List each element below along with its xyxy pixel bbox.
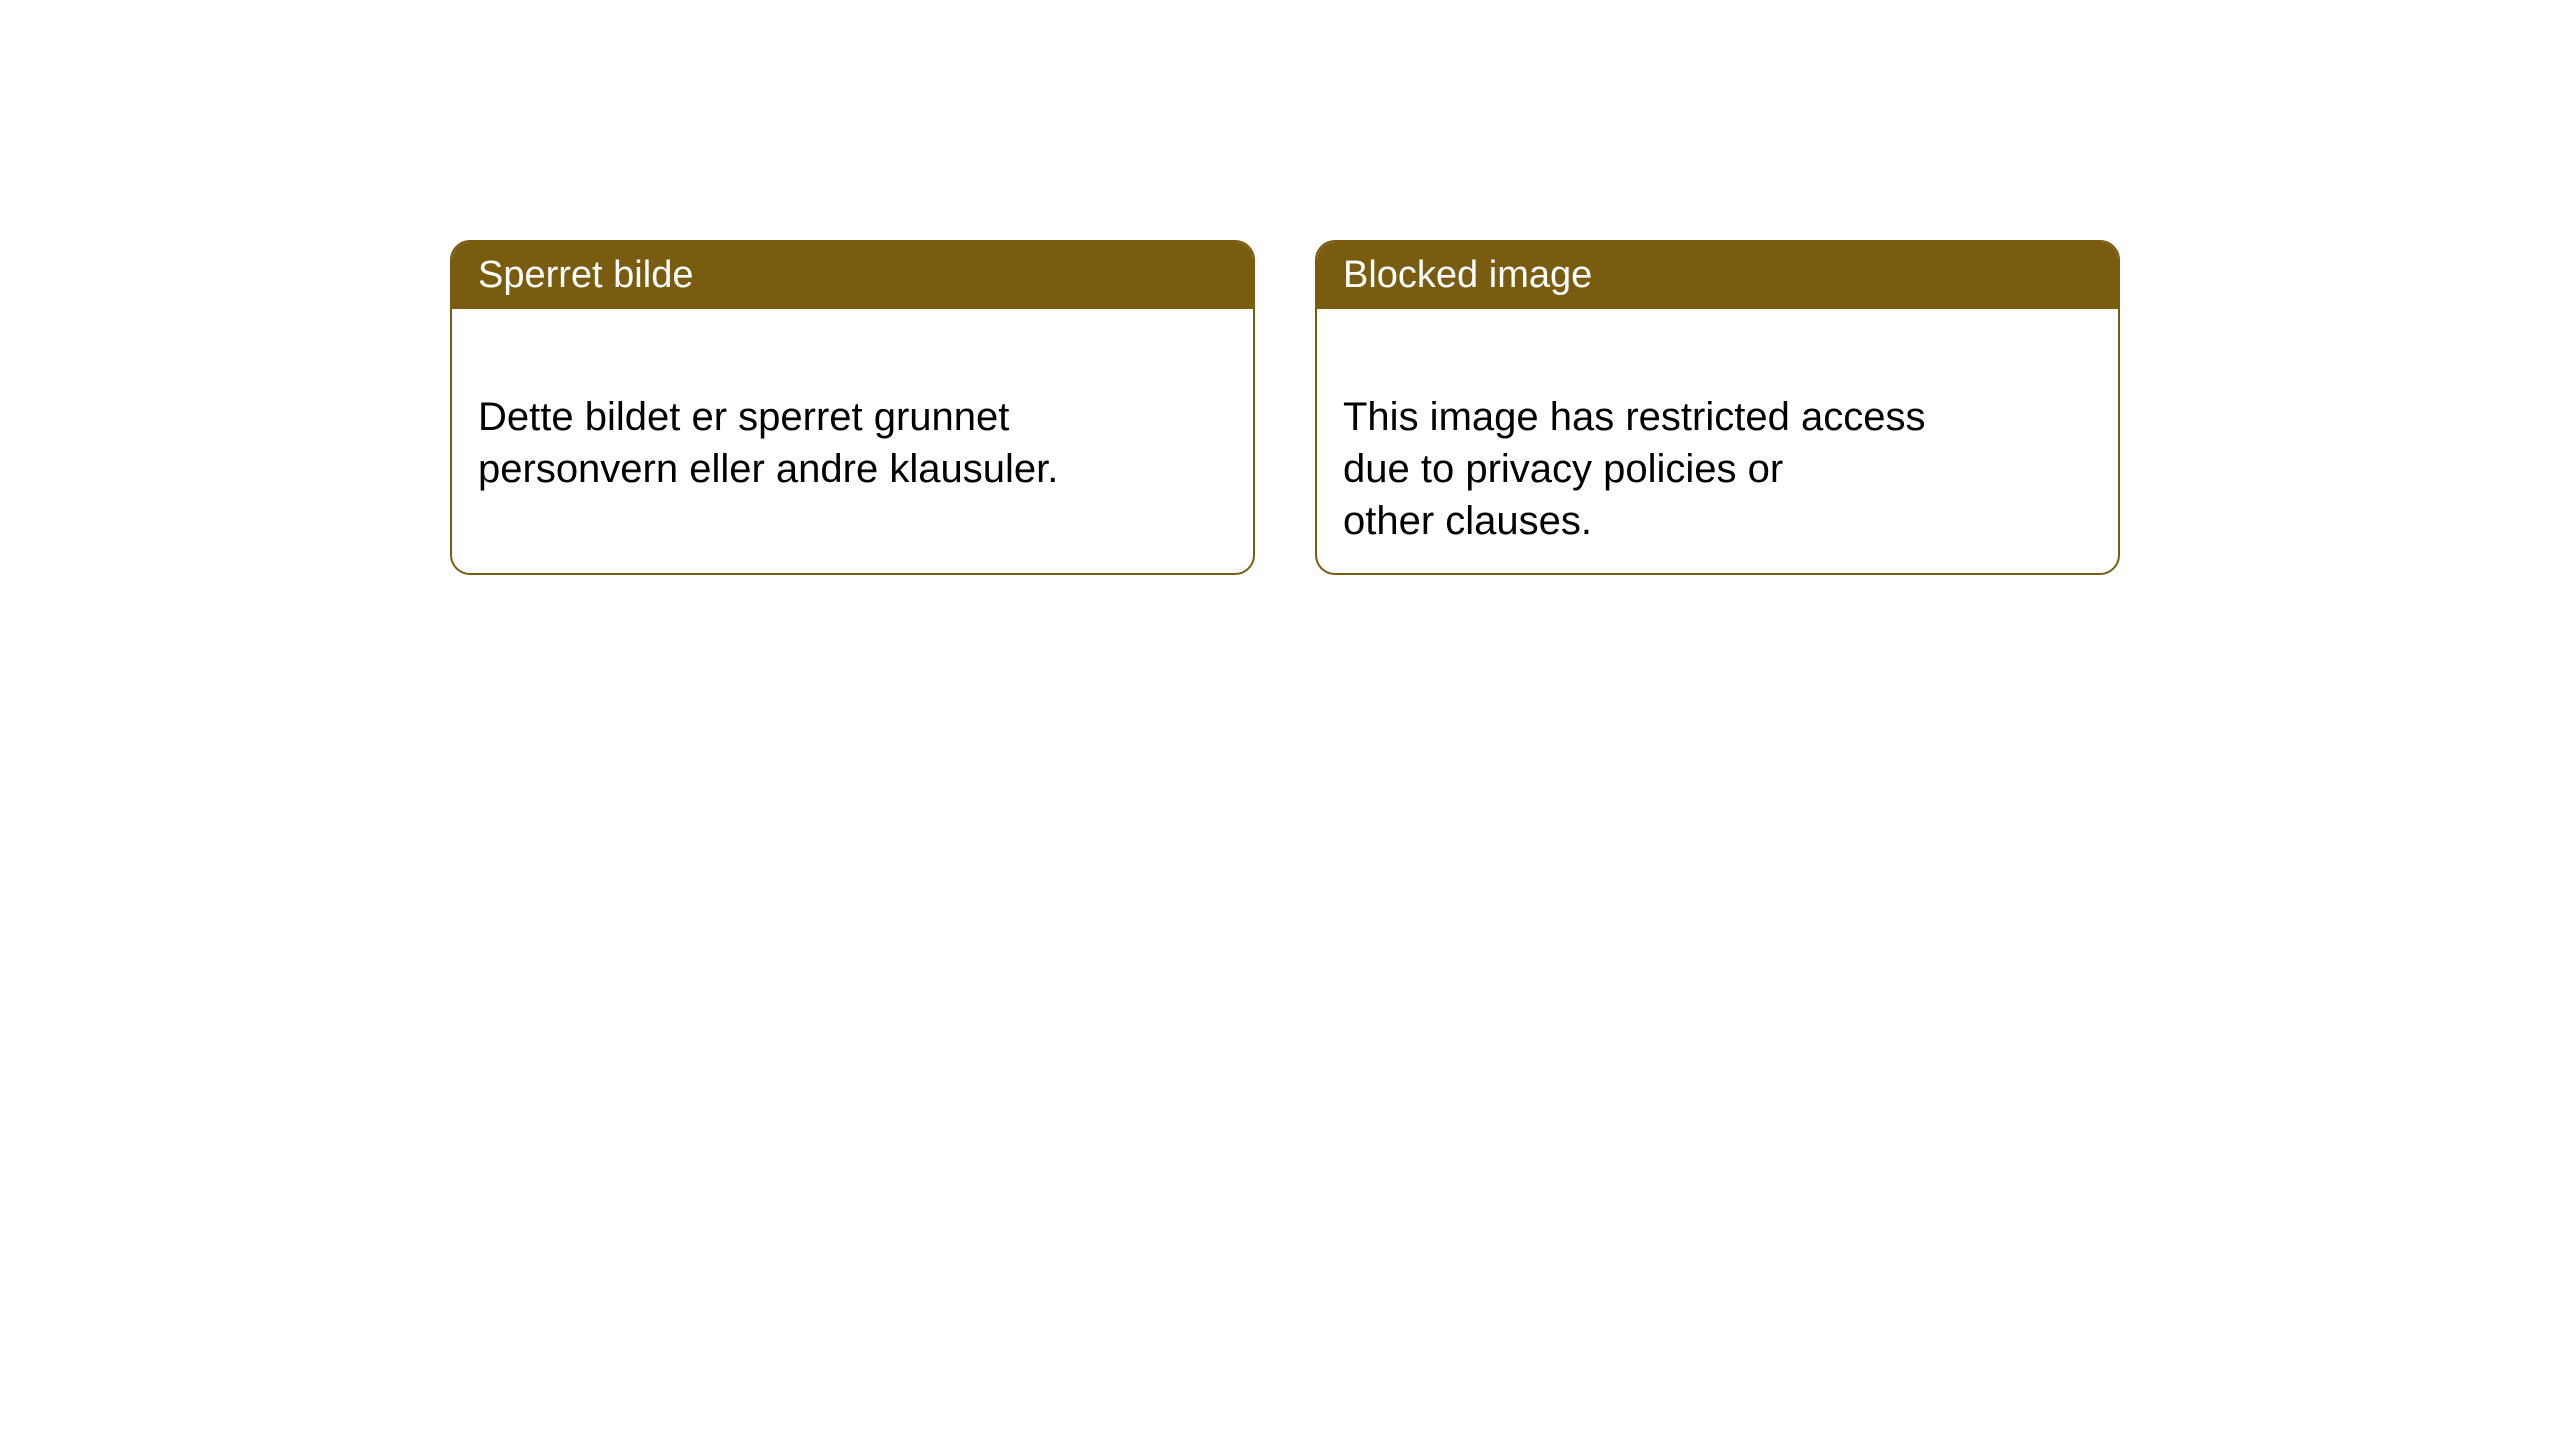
card-body-en: This image has restricted access due to … (1317, 309, 2118, 575)
card-body-no: Dette bildet er sperret grunnet personve… (452, 309, 1253, 525)
notice-container: Sperret bilde Dette bildet er sperret gr… (0, 0, 2560, 575)
card-header-en: Blocked image (1317, 242, 2118, 309)
card-body-text-en: This image has restricted access due to … (1343, 395, 1925, 543)
blocked-image-card-en: Blocked image This image has restricted … (1315, 240, 2120, 575)
blocked-image-card-no: Sperret bilde Dette bildet er sperret gr… (450, 240, 1255, 575)
card-body-text-no: Dette bildet er sperret grunnet personve… (478, 395, 1058, 491)
card-title-no: Sperret bilde (478, 254, 693, 296)
card-title-en: Blocked image (1343, 254, 1592, 296)
card-header-no: Sperret bilde (452, 242, 1253, 309)
